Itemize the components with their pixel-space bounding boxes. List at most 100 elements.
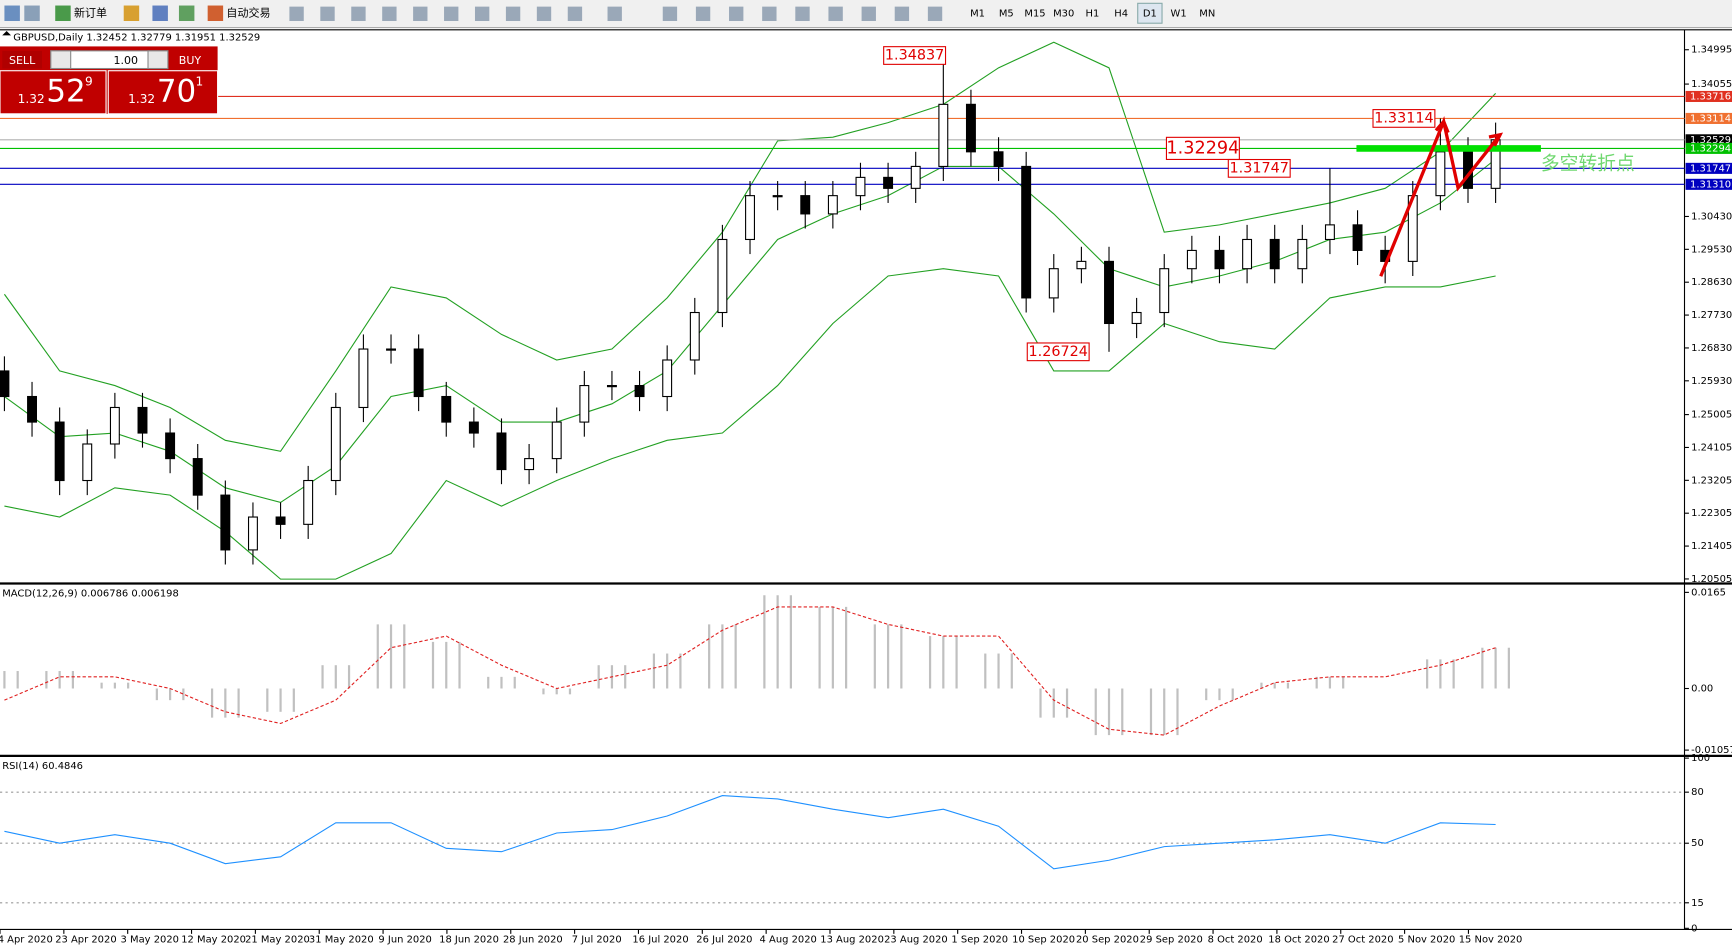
y-tick-label: 1.34995 <box>1691 45 1732 56</box>
tool-icon[interactable] <box>474 6 490 21</box>
x-tick-label: 23 Aug 2020 <box>884 934 948 945</box>
new-order[interactable]: 新订单 <box>74 5 107 19</box>
candle-body <box>165 432 176 460</box>
x-tick-label: 10 Sep 2020 <box>1012 934 1075 945</box>
x-tick-label: 7 Jul 2020 <box>572 934 622 945</box>
lot-up[interactable] <box>147 50 169 70</box>
auto-trading[interactable]: 自动交易 <box>226 5 270 19</box>
tool-icon[interactable] <box>505 6 521 21</box>
candle-body <box>192 458 203 496</box>
candle-body <box>717 238 728 314</box>
sell-label[interactable]: SELL <box>9 54 36 67</box>
tool-icon[interactable] <box>567 6 583 21</box>
tool-icon[interactable] <box>351 6 366 21</box>
timeframe[interactable]: W1 <box>1171 8 1187 19</box>
pivot-note: 多空转折点 <box>1541 152 1635 174</box>
tool-icon[interactable] <box>795 6 810 21</box>
level-tag <box>1685 142 1732 154</box>
y-tick-label: 1.20505 <box>1691 574 1732 585</box>
lot-value[interactable]: 1.00 <box>114 54 139 67</box>
sell-price-small: 9 <box>85 74 93 88</box>
timeframe[interactable]: MN <box>1199 8 1215 19</box>
y-tick-label: 1.22305 <box>1691 508 1732 519</box>
x-tick-label: 20 Sep 2020 <box>1076 934 1139 945</box>
y-tick-label: 1.27730 <box>1691 310 1732 321</box>
tool-icon[interactable] <box>828 6 843 21</box>
tool-icon[interactable] <box>382 6 397 21</box>
tool-icon[interactable] <box>894 6 910 21</box>
tool-icon[interactable] <box>729 6 744 21</box>
x-tick-label: 3 May 2020 <box>121 934 179 945</box>
candle-body <box>606 385 617 388</box>
x-tick-label: 26 Jul 2020 <box>696 934 752 945</box>
x-tick-label: 9 Jun 2020 <box>378 934 431 945</box>
x-tick-label: 18 Oct 2020 <box>1268 934 1329 945</box>
icon[interactable] <box>178 5 195 21</box>
icon[interactable] <box>24 5 40 21</box>
price-label-box <box>1372 109 1436 128</box>
icon[interactable] <box>123 5 140 21</box>
tool-icon[interactable] <box>444 6 459 21</box>
tool-icon[interactable] <box>320 6 335 21</box>
level-tag <box>1685 178 1732 190</box>
timeframe[interactable]: M5 <box>999 8 1014 19</box>
price-label: 1.33114 <box>1374 110 1433 126</box>
sell-button[interactable] <box>2 50 42 69</box>
collapse-arrow[interactable] <box>2 30 12 36</box>
x-tick-label: 8 Oct 2020 <box>1208 934 1263 945</box>
candle-body <box>551 421 562 460</box>
timeframe[interactable]: D1 <box>1143 8 1157 19</box>
new-order-icon[interactable] <box>55 5 71 21</box>
tool-icon[interactable] <box>289 6 304 21</box>
x-tick-label: 5 Nov 2020 <box>1398 934 1455 945</box>
timeframe[interactable]: M1 <box>970 8 985 19</box>
y-tick-label: 1.24105 <box>1691 442 1732 453</box>
candle-body <box>1242 238 1253 270</box>
tool-icon[interactable] <box>762 6 777 21</box>
candle-body <box>1048 268 1059 299</box>
rsi-header: RSI(14) 60.4846 <box>2 761 83 772</box>
tool-icon[interactable] <box>662 6 678 21</box>
candle-body <box>993 151 1004 167</box>
icon[interactable] <box>4 5 20 21</box>
tool-icon[interactable] <box>607 6 622 21</box>
candle-body <box>1104 260 1114 325</box>
candle-body <box>855 176 866 197</box>
level-tag <box>1685 134 1732 146</box>
level-tag <box>1685 162 1732 174</box>
candle-body <box>634 385 645 398</box>
buy-price-box[interactable] <box>107 70 219 115</box>
tool-icon[interactable] <box>927 6 943 21</box>
y-tick-label: 50 <box>1691 838 1704 849</box>
lot-down[interactable] <box>50 50 72 70</box>
auto-trading-icon[interactable] <box>207 5 224 21</box>
icon[interactable] <box>152 5 168 21</box>
plot: 1.34995 1.34055 1.30430 1.29530 1.28630 1.277… <box>0 41 1732 945</box>
x-tick-label: 29 Sep 2020 <box>1140 934 1203 945</box>
trade-panel: SELL 1.00 BUY 1.32 52 9 1.32 70 1 <box>0 46 219 115</box>
candle-body <box>1159 268 1170 314</box>
tool-icon[interactable] <box>413 6 428 21</box>
x-tick-label: 16 Jul 2020 <box>632 934 688 945</box>
candle-body <box>1297 238 1308 270</box>
y-tick-label: 1.30430 <box>1691 211 1732 222</box>
y-tick-label: 1.23205 <box>1691 475 1732 486</box>
candle-body <box>1076 260 1087 270</box>
timeframe[interactable]: M30 <box>1053 8 1074 19</box>
timeframe[interactable]: M15 <box>1024 8 1045 19</box>
candle-body <box>910 165 921 189</box>
tool-icon[interactable] <box>536 6 552 21</box>
tool-icon[interactable] <box>861 6 876 21</box>
timeframe[interactable]: H1 <box>1086 8 1100 19</box>
buy-label[interactable]: BUY <box>179 54 202 67</box>
tool-icon[interactable] <box>695 6 711 21</box>
timeframe[interactable]: H4 <box>1114 8 1128 19</box>
buy-price-big: 70 <box>157 73 196 109</box>
y-tick-label: 0 <box>1691 923 1697 934</box>
x-tick-label: 28 Jun 2020 <box>503 934 563 945</box>
sell-price-box[interactable] <box>0 70 107 115</box>
candle-body <box>358 348 369 409</box>
candle-body <box>220 494 231 551</box>
candle-body <box>82 443 93 482</box>
y-tick-label: 80 <box>1691 787 1704 798</box>
